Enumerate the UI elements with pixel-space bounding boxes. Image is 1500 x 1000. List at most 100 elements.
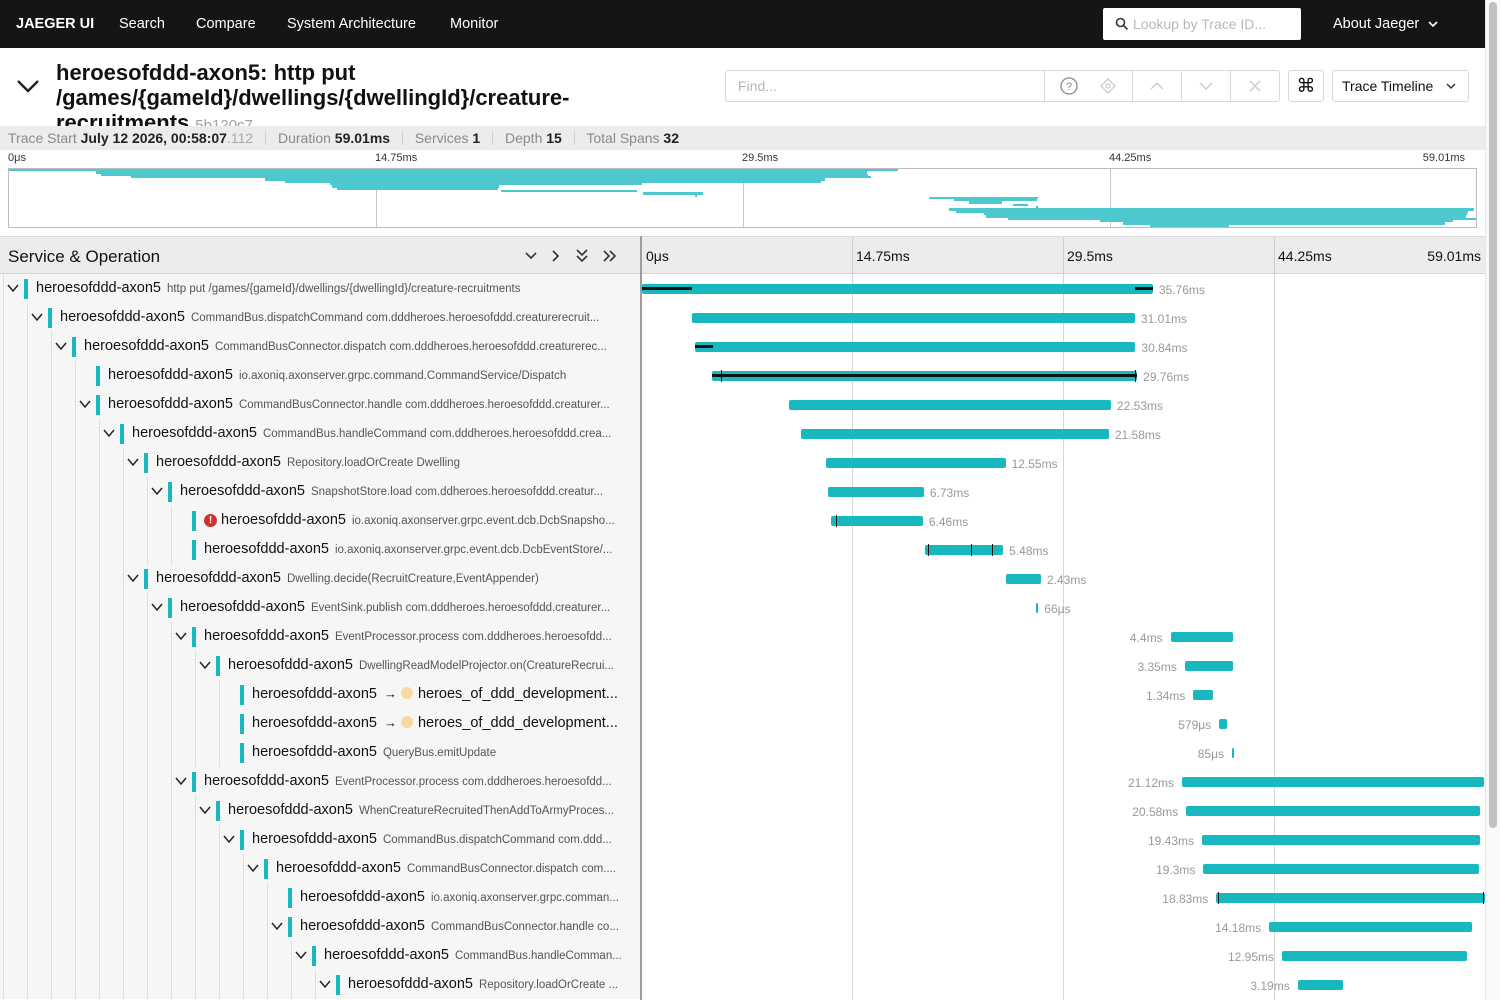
span-bar[interactable] (1297, 980, 1344, 990)
span-bar[interactable] (642, 284, 1153, 294)
span-bar[interactable] (1186, 806, 1481, 816)
span-name-cell[interactable]: heroesofddd-axon5 DwellingReadModelProjec… (0, 651, 640, 680)
page-scrollbar[interactable] (1485, 0, 1500, 1000)
span-name-cell[interactable]: ! heroesofddd-axon5 io.axoniq.axonserver.g… (0, 506, 640, 535)
chevron-down-icon[interactable] (319, 978, 331, 990)
span-row[interactable]: heroesofddd-axon5 io.axoniq.axonserver.gr… (0, 361, 1485, 390)
span-name-cell[interactable]: heroesofddd-axon5 EventSink.publish com.d… (0, 593, 640, 622)
span-timeline-cell[interactable]: 6.46ms (642, 506, 1485, 535)
span-row[interactable]: heroesofddd-axon5 CommandBus.handleComman… (0, 419, 1485, 448)
span-label[interactable]: heroesofddd-axon5 WhenCreatureRecruitedTh… (228, 802, 614, 818)
span-name-cell[interactable]: heroesofddd-axon5 io.axoniq.axonserver.gr… (0, 361, 640, 390)
span-timeline-cell[interactable]: 30.84ms (642, 332, 1485, 361)
span-bar[interactable] (830, 516, 923, 526)
span-name-cell[interactable]: heroesofddd-axon5 EventProcessor.process … (0, 622, 640, 651)
span-label[interactable]: heroesofddd-axon5 Repository.loadOrCreate… (156, 454, 460, 470)
span-bar[interactable] (1006, 574, 1041, 584)
span-row[interactable]: heroesofddd-axon5 CommandBus.dispatchComm… (0, 303, 1485, 332)
span-label[interactable]: heroesofddd-axon5 EventProcessor.process … (204, 628, 612, 644)
span-row[interactable]: ! heroesofddd-axon5 io.axoniq.axonserver.g… (0, 506, 1485, 535)
span-bar[interactable] (827, 487, 924, 497)
span-row[interactable]: heroesofddd-axon5 SnapshotStore.load com.… (0, 477, 1485, 506)
span-row[interactable]: heroesofddd-axon5 CommandBusConnector.han… (0, 390, 1485, 419)
span-row[interactable]: heroesofddd-axon5 DwellingReadModelProjec… (0, 651, 1485, 680)
span-label[interactable]: heroesofddd-axon5 CommandBusConnector.han… (108, 396, 610, 412)
span-row[interactable]: heroesofddd-axon5 → heroes_of_ddd_developm… (0, 680, 1485, 709)
chevron-down-icon[interactable] (151, 601, 163, 613)
span-name-cell[interactable]: heroesofddd-axon5 CommandBusConnector.dis… (0, 332, 640, 361)
span-label[interactable]: ! heroesofddd-axon5 io.axoniq.axonserver.g… (204, 512, 615, 528)
expand-all-icon[interactable] (601, 247, 619, 265)
span-timeline-cell[interactable]: 1.34ms (642, 680, 1485, 709)
span-label[interactable]: heroesofddd-axon5 CommandBusConnector.dis… (276, 860, 616, 876)
span-timeline-cell[interactable]: 14.18ms (642, 912, 1485, 941)
span-name-cell[interactable]: heroesofddd-axon5 CommandBus.dispatchComm… (0, 825, 640, 854)
span-row[interactable]: heroesofddd-axon5 WhenCreatureRecruitedTh… (0, 796, 1485, 825)
span-bar[interactable] (1282, 951, 1467, 961)
span-name-cell[interactable]: heroesofddd-axon5 CommandBusConnector.dis… (0, 854, 640, 883)
span-row[interactable]: heroesofddd-axon5 io.axoniq.axonserver.gr… (0, 535, 1485, 564)
log-marker[interactable] (1483, 892, 1485, 904)
span-name-cell[interactable]: heroesofddd-axon5 SnapshotStore.load com.… (0, 477, 640, 506)
span-label[interactable]: heroesofddd-axon5 CommandBusConnector.dis… (84, 338, 607, 354)
focus-result-button[interactable] (1084, 70, 1133, 102)
chevron-down-icon[interactable] (55, 340, 67, 352)
span-timeline-cell[interactable]: 5.48ms (642, 535, 1485, 564)
span-bar[interactable] (694, 342, 1136, 352)
span-name-cell[interactable]: heroesofddd-axon5 CommandBusConnector.han… (0, 390, 640, 419)
span-timeline-cell[interactable]: 12.95ms (642, 941, 1485, 970)
collapse-trace-chevron-icon[interactable] (16, 78, 40, 94)
span-timeline-cell[interactable]: 4.4ms (642, 622, 1485, 651)
chevron-down-icon[interactable] (223, 833, 235, 845)
span-bar[interactable] (692, 313, 1135, 323)
prev-result-button[interactable] (1133, 70, 1182, 102)
span-name-cell[interactable]: heroesofddd-axon5 CommandBusConnector.han… (0, 912, 640, 941)
span-label[interactable]: heroesofddd-axon5 CommandBus.dispatchComm… (60, 309, 599, 325)
nav-search[interactable]: Search (119, 16, 165, 32)
span-bar[interactable] (789, 400, 1111, 410)
span-label[interactable]: heroesofddd-axon5 io.axoniq.axonserver.gr… (204, 541, 612, 557)
span-row[interactable]: heroesofddd-axon5 Repository.loadOrCreate… (0, 970, 1485, 999)
span-timeline-cell[interactable]: 21.58ms (642, 419, 1485, 448)
span-name-cell[interactable]: heroesofddd-axon5 io.axoniq.axonserver.gr… (0, 535, 640, 564)
expand-one-icon[interactable] (547, 247, 565, 265)
span-label[interactable]: heroesofddd-axon5 → heroes_of_ddd_developm… (252, 686, 618, 702)
span-row[interactable]: heroesofddd-axon5 io.axoniq.axonserver.gr… (0, 883, 1485, 912)
span-bar[interactable] (1216, 893, 1485, 903)
span-row[interactable]: heroesofddd-axon5 CommandBus.handleComman… (0, 941, 1485, 970)
span-label[interactable]: heroesofddd-axon5 Dwelling.decide(Recruit… (156, 570, 539, 586)
span-bar[interactable] (1182, 777, 1484, 787)
span-bar[interactable] (1170, 632, 1234, 642)
span-timeline-cell[interactable]: 2.43ms (642, 564, 1485, 593)
span-row[interactable]: heroesofddd-axon5 Dwelling.decide(Recruit… (0, 564, 1485, 593)
log-marker[interactable] (992, 544, 993, 556)
chevron-down-icon[interactable] (151, 485, 163, 497)
span-row[interactable]: heroesofddd-axon5 EventProcessor.process … (0, 622, 1485, 651)
span-bar[interactable] (1193, 690, 1213, 700)
span-label[interactable]: heroesofddd-axon5 CommandBus.dispatchComm… (252, 831, 612, 847)
span-timeline-cell[interactable]: 19.43ms (642, 825, 1485, 854)
span-bar[interactable] (826, 458, 1006, 468)
span-name-cell[interactable]: heroesofddd-axon5 Repository.loadOrCreate… (0, 970, 640, 999)
brand-logo[interactable]: JAEGER UI (16, 16, 95, 32)
span-timeline-cell[interactable]: 85μs (642, 738, 1485, 767)
span-name-cell[interactable]: heroesofddd-axon5 io.axoniq.axonserver.gr… (0, 883, 640, 912)
chevron-down-icon[interactable] (175, 630, 187, 642)
chevron-down-icon[interactable] (7, 282, 19, 294)
chevron-down-icon[interactable] (31, 311, 43, 323)
chevron-down-icon[interactable] (79, 398, 91, 410)
collapse-one-icon[interactable] (522, 247, 540, 265)
chevron-down-icon[interactable] (175, 775, 187, 787)
span-timeline-cell[interactable]: 29.76ms (642, 361, 1485, 390)
span-row[interactable]: heroesofddd-axon5 CommandBusConnector.han… (0, 912, 1485, 941)
span-row[interactable]: heroesofddd-axon5 → heroes_of_ddd_developm… (0, 709, 1485, 738)
span-label[interactable]: heroesofddd-axon5 SnapshotStore.load com.… (180, 483, 603, 499)
span-label[interactable]: heroesofddd-axon5 Repository.loadOrCreate… (348, 976, 618, 992)
span-row[interactable]: heroesofddd-axon5 CommandBus.dispatchComm… (0, 825, 1485, 854)
span-name-cell[interactable]: heroesofddd-axon5 CommandBus.handleComman… (0, 941, 640, 970)
span-bar[interactable] (1036, 603, 1039, 613)
column-resizer[interactable] (640, 236, 642, 1000)
span-bar[interactable] (1184, 661, 1233, 671)
span-label[interactable]: heroesofddd-axon5 CommandBus.handleComman… (324, 947, 622, 963)
span-row[interactable]: heroesofddd-axon5 QueryBus.emitUpdate 85μs (0, 738, 1485, 767)
